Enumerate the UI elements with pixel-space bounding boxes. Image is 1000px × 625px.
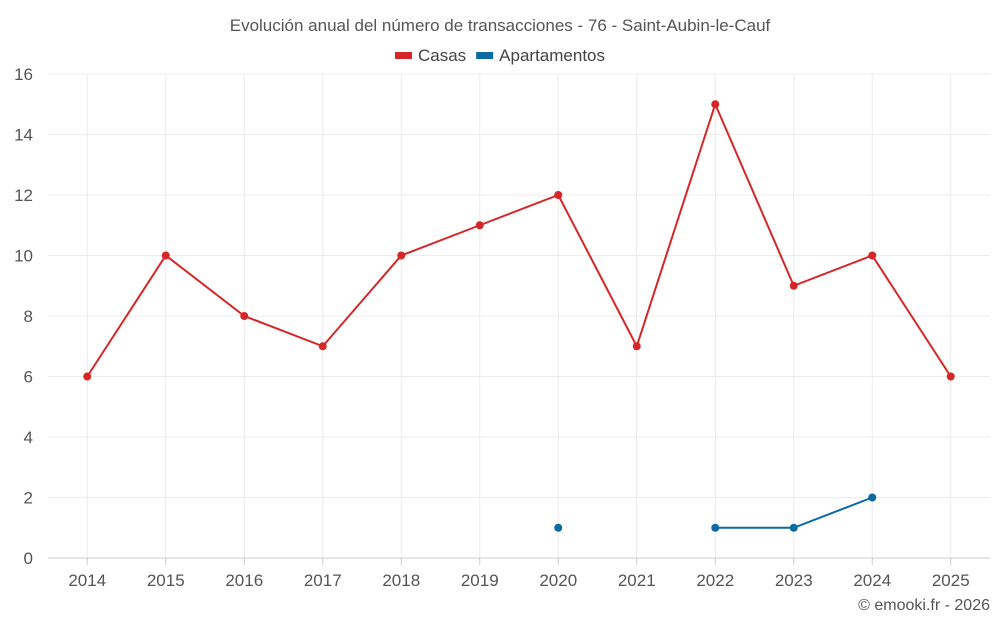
legend: Casas Apartamentos [394,46,605,65]
data-point-casas-2018[interactable] [397,251,406,260]
legend-label: Casas [418,46,466,65]
y-tick-label: 12 [14,186,33,205]
y-axis-ticks: 0 2 4 6 8 10 12 14 16 [14,65,33,568]
credit-text: © emooki.fr - 2026 [858,597,990,614]
data-point-casas-2024[interactable] [868,251,877,260]
y-tick-label: 0 [24,549,33,568]
x-tick-label: 2022 [696,571,734,590]
x-tick-label: 2021 [618,571,656,590]
y-gridlines [48,73,990,498]
data-point-casas-2022[interactable] [711,100,720,109]
y-tick-label: 14 [14,126,33,145]
y-tick-label: 6 [24,368,33,387]
data-point-casas-2023[interactable] [789,281,798,290]
x-tick-label: 2019 [461,571,499,590]
data-point-casas-2016[interactable] [240,312,249,320]
data-point-casas-2020[interactable] [554,191,563,199]
series-line-casas [86,101,952,378]
data-point-casas-2025[interactable] [946,372,955,381]
data-point-apartamentos-2022[interactable] [711,523,720,532]
y-tick-label: 16 [14,65,33,84]
y-tick-label: 4 [24,428,33,447]
legend-swatch [476,52,494,59]
x-tick-label: 2017 [304,571,342,590]
data-point-casas-2015[interactable] [161,251,170,260]
data-point-apartamentos-2024[interactable] [868,493,877,502]
chart-title: Evolución anual del número de transaccio… [230,16,771,35]
x-tick-label: 2025 [932,571,970,590]
y-tick-label: 10 [14,247,33,266]
x-tick-label: 2020 [539,571,577,590]
x-tick-label: 2024 [853,571,891,590]
series-group [83,100,955,532]
x-tick-label: 2018 [382,571,420,590]
legend-swatch [394,52,412,59]
x-tick-label: 2016 [225,571,263,590]
legend-item-apartamentos[interactable]: Apartamentos [476,46,605,65]
legend-label: Apartamentos [499,46,605,65]
y-tick-label: 8 [24,307,33,326]
data-point-casas-2014[interactable] [83,372,92,381]
legend-item-casas[interactable]: Casas [394,46,466,65]
x-tick-label: 2023 [775,571,813,590]
data-point-casas-2021[interactable] [632,342,641,351]
x-tick-label: 2014 [68,571,106,590]
x-axis-ticks: 2014 2015 2016 2017 2018 2019 2020 2021 2022 2023… [68,558,970,590]
data-point-casas-2019[interactable] [475,221,484,230]
x-tick-label: 2015 [147,571,185,590]
data-point-apartamentos-2020[interactable] [554,523,563,532]
data-point-casas-2017[interactable] [318,342,327,351]
y-tick-label: 2 [24,489,33,508]
data-point-apartamentos-2023[interactable] [789,523,798,532]
